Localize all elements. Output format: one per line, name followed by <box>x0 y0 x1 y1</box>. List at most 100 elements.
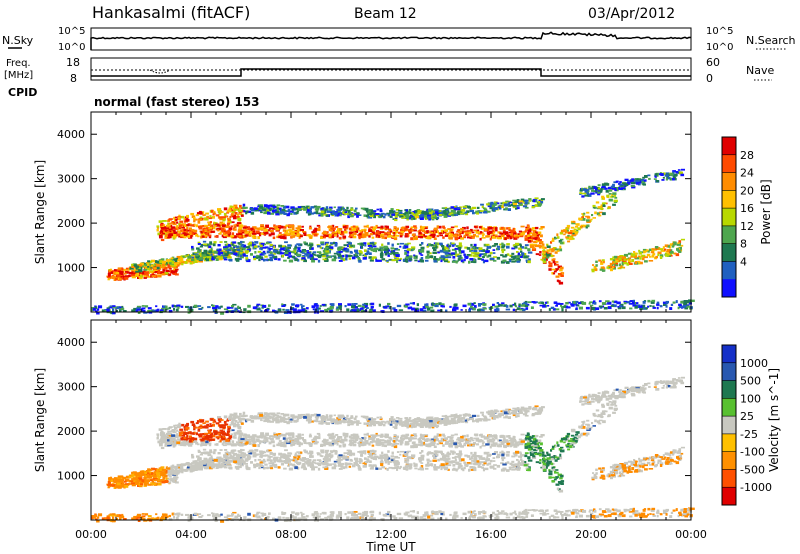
power-cell <box>510 255 514 258</box>
power-cell <box>98 305 103 309</box>
velocity-cell <box>207 429 212 433</box>
power-cell <box>649 256 652 258</box>
power-cell <box>336 234 339 238</box>
velocity-cell <box>150 472 154 475</box>
velocity-heatmap <box>91 376 695 523</box>
power-cell <box>348 242 352 245</box>
power-cell <box>207 221 212 225</box>
power-cell <box>557 273 562 275</box>
power-cell <box>177 216 182 218</box>
power-cell <box>463 253 466 256</box>
power-cell <box>491 208 494 212</box>
power-cell <box>400 230 405 233</box>
power-cell <box>427 235 430 238</box>
power-cell <box>189 258 193 261</box>
power-cell <box>514 256 517 259</box>
velocity-cell <box>155 472 161 475</box>
power-cell <box>578 217 583 221</box>
power-cell <box>526 228 530 230</box>
power-cell <box>607 265 612 268</box>
power-cell <box>548 265 553 268</box>
power-cell <box>316 251 322 253</box>
colorbar-tick-label: 28 <box>740 149 754 162</box>
power-cell <box>672 301 676 304</box>
power-cell <box>225 215 228 218</box>
power-cell <box>665 254 669 257</box>
freq-panel-frame <box>90 57 692 81</box>
power-cell <box>232 244 238 248</box>
power-cell <box>333 241 336 244</box>
power-cell <box>554 251 558 254</box>
power-cell <box>437 309 441 312</box>
power-cell <box>286 232 290 235</box>
power-cell <box>243 210 246 212</box>
velocity-cell <box>178 422 181 425</box>
power-cell <box>422 235 426 238</box>
power-cell <box>512 244 516 247</box>
power-cell <box>636 302 639 305</box>
power-cell <box>261 252 264 255</box>
power-cell <box>144 267 148 270</box>
power-cell <box>489 237 492 241</box>
power-cell <box>559 269 563 272</box>
power-cell <box>234 208 239 211</box>
velocity-cell <box>193 424 196 428</box>
power-cell <box>325 250 330 253</box>
power-cell <box>325 231 329 234</box>
power-cell <box>227 220 230 223</box>
velocity-cell <box>195 422 199 425</box>
power-cell <box>433 231 436 234</box>
power-cell <box>352 235 357 239</box>
power-cell <box>480 203 484 206</box>
power-cell <box>231 247 235 250</box>
velocity-cell <box>150 468 153 471</box>
power-cell <box>581 216 584 219</box>
power-cell <box>312 251 317 254</box>
velocity-cell <box>181 470 184 474</box>
power-cell <box>524 238 529 241</box>
power-cell <box>212 304 215 308</box>
power-cell <box>519 255 524 258</box>
velocity-cell <box>309 433 312 436</box>
power-cell <box>656 303 660 306</box>
power-cell <box>183 235 187 239</box>
velocity-cell <box>236 430 242 433</box>
power-cell <box>612 184 615 188</box>
power-cell <box>220 229 226 233</box>
power-cell <box>230 225 234 228</box>
power-cell <box>516 199 520 203</box>
velocity-cell <box>138 477 143 481</box>
power-cell <box>618 257 622 261</box>
power-cell <box>329 246 334 249</box>
velocity-cell <box>131 484 136 487</box>
power-cell <box>612 192 617 195</box>
power-cell <box>418 249 421 253</box>
power-cell <box>239 224 244 228</box>
power-cell <box>295 230 300 234</box>
power-cell <box>380 231 385 234</box>
power-cell <box>529 245 535 248</box>
velocity-cell <box>231 421 234 424</box>
power-cell <box>613 261 618 264</box>
velocity-cell <box>160 437 165 441</box>
power-cell <box>330 213 334 216</box>
power-cell <box>359 308 364 311</box>
power-cell <box>462 205 467 208</box>
power-cell <box>273 245 276 249</box>
power-cell <box>338 231 342 234</box>
power-cell <box>257 250 262 253</box>
velocity-cell <box>219 426 224 429</box>
power-cell <box>459 206 462 209</box>
velocity-cell <box>218 420 222 423</box>
velocity-cell <box>146 470 149 472</box>
power-cell <box>172 237 176 240</box>
power-cell <box>178 304 181 308</box>
velocity-cell <box>234 420 238 423</box>
power-cell <box>141 271 145 275</box>
velocity-cell <box>196 420 200 423</box>
power-cell <box>478 247 483 251</box>
power-cell <box>334 244 338 247</box>
power-cell <box>240 240 243 244</box>
power-cell <box>456 207 461 211</box>
power-cell <box>147 307 152 310</box>
